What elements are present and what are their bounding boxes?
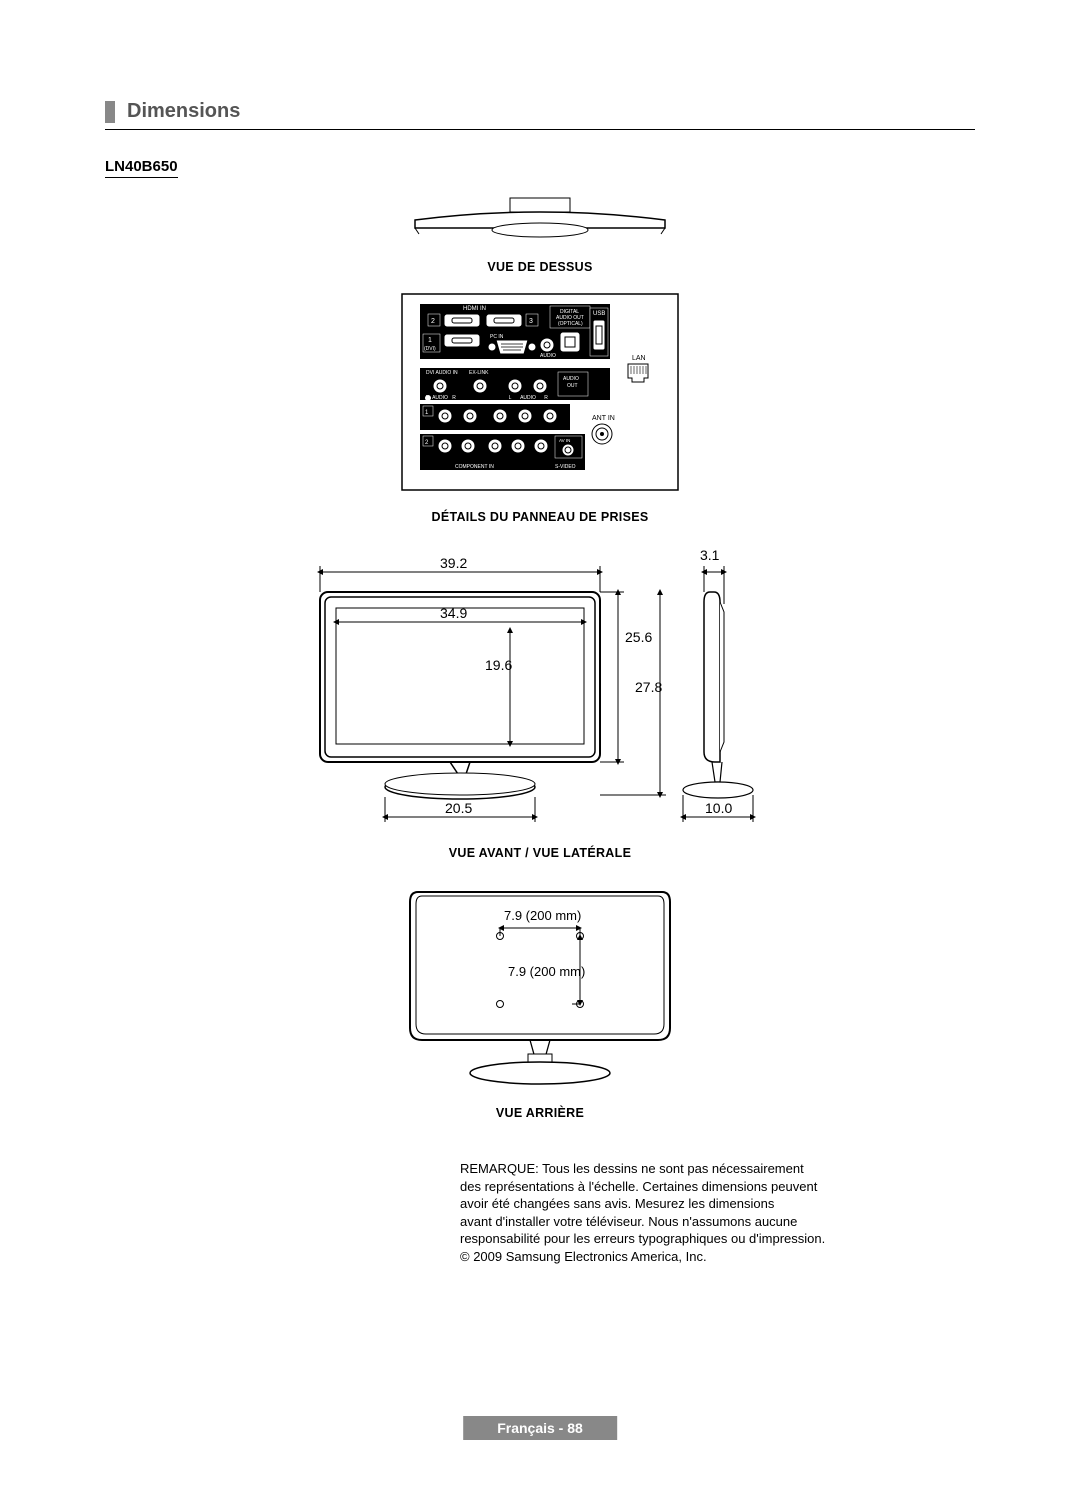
remark-line5: responsabilité pour les erreurs typograp… xyxy=(460,1230,890,1248)
heading-row: Dimensions xyxy=(105,100,975,130)
panel-lbl-audiopc: AUDIO xyxy=(540,353,556,359)
panel-lbl-dvi: (DVI) xyxy=(424,346,436,352)
page-title: Dimensions xyxy=(127,100,240,123)
rear-view-figure: 7.9 (200 mm) 7.9 (200 mm) xyxy=(400,878,680,1088)
panel-lbl-lan: LAN xyxy=(632,355,646,362)
panel-r1: R xyxy=(452,395,456,401)
dim-10-0: 10.0 xyxy=(705,800,732,816)
panel-lbl-aout-a: AUDIO xyxy=(563,376,579,382)
remark-line6: © 2009 Samsung Electronics America, Inc. xyxy=(460,1248,890,1266)
remark-line3: avoir été changées sans avis. Mesurez le… xyxy=(460,1195,890,1213)
remark-line1: REMARQUE: Tous les dessins ne sont pas n… xyxy=(460,1160,890,1178)
panel-svideo: S-VIDEO xyxy=(555,464,576,470)
caption-rear: VUE ARRIÈRE xyxy=(496,1106,584,1120)
page: Dimensions LN40B650 VUE DE DESSUS HDMI I… xyxy=(0,0,1080,1325)
remark-line4: avant d'installer votre téléviseur. Nous… xyxy=(460,1213,890,1231)
remark-block: REMARQUE: Tous les dessins ne sont pas n… xyxy=(460,1160,890,1265)
model-number: LN40B650 xyxy=(105,158,178,178)
panel-lbl-pcin: PC IN xyxy=(490,334,504,340)
panel-av-in: AV IN xyxy=(559,438,570,443)
panel-lbl-1: 1 xyxy=(428,337,432,344)
model-label: LN40B650 xyxy=(105,158,975,196)
panel-lbl-2: 2 xyxy=(431,318,435,325)
panel-detail-figure: HDMI IN 2 3 DIGITAL AUDIO OUT (OPTICAL) … xyxy=(400,292,680,492)
dim-34-9: 34.9 xyxy=(440,605,467,621)
page-footer: Français - 88 xyxy=(463,1416,617,1440)
heading-bar xyxy=(105,101,115,123)
side-outline xyxy=(683,592,753,798)
dim-27-8: 27.8 xyxy=(635,679,662,695)
panel-audio1: AUDIO xyxy=(432,395,448,401)
remark-line2: des représentations à l'échelle. Certain… xyxy=(460,1178,890,1196)
panel-lbl-aout-b: OUT xyxy=(567,383,578,389)
panel-l1: L xyxy=(426,395,429,401)
dim-39-2: 39.2 xyxy=(440,555,467,571)
dim-20-5: 20.5 xyxy=(445,800,472,816)
figures-column: VUE DE DESSUS HDMI IN 2 3 DIGITAL AUDIO … xyxy=(105,196,975,1138)
front-outline xyxy=(320,592,600,799)
dim-rear-v: 7.9 (200 mm) xyxy=(508,964,585,979)
panel-lbl-exlink: EX-LINK xyxy=(469,370,489,376)
panel-lbl-hdmi: HDMI IN xyxy=(463,306,486,312)
top-view-figure xyxy=(400,196,680,242)
panel-lbl-digital-c: (OPTICAL) xyxy=(558,321,583,327)
panel-lbl-ant: ANT IN xyxy=(592,415,615,422)
caption-panel: DÉTAILS DU PANNEAU DE PRISES xyxy=(432,510,649,524)
panel-r2: R xyxy=(544,395,548,401)
panel-lbl-dviaudio: DVI AUDIO IN xyxy=(426,370,458,376)
dim-3-1: 3.1 xyxy=(700,547,720,563)
panel-audio2: AUDIO xyxy=(520,395,536,401)
dim-rear-h: 7.9 (200 mm) xyxy=(504,908,581,923)
dim-19-6: 19.6 xyxy=(485,657,512,673)
dim-25-6: 25.6 xyxy=(625,629,652,645)
front-side-figure: 39.2 34.9 19.6 20.5 25.6 27.8 xyxy=(290,542,790,832)
caption-front-side: VUE AVANT / VUE LATÉRALE xyxy=(449,846,631,860)
panel-lbl-3: 3 xyxy=(529,318,533,325)
panel-lbl-usb: USB xyxy=(593,311,605,317)
caption-top: VUE DE DESSUS xyxy=(487,260,592,274)
panel-l2: L xyxy=(509,395,512,401)
panel-component: COMPONENT IN xyxy=(455,464,494,470)
